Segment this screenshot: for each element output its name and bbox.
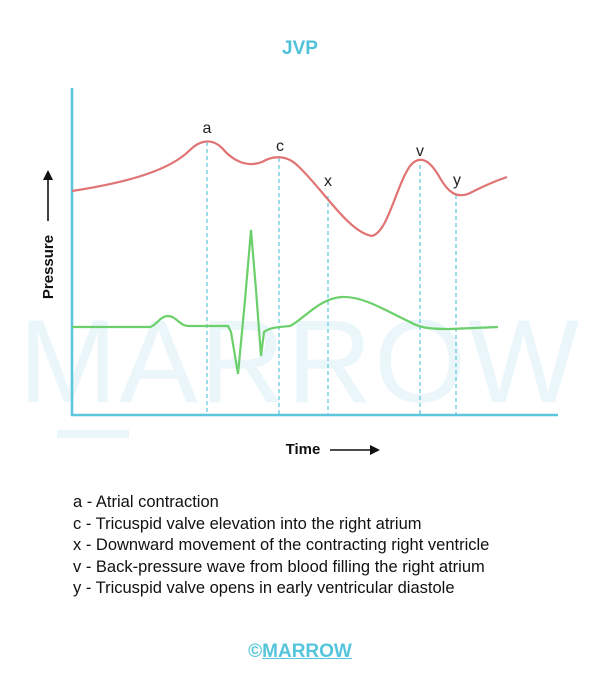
y-axis-label-group: Pressure bbox=[40, 170, 57, 299]
x-axis-label-group: Time bbox=[286, 441, 380, 458]
ecg-wave bbox=[72, 229, 499, 375]
watermark: MARROW bbox=[19, 296, 582, 428]
label-y: y bbox=[453, 172, 461, 189]
legend: a - Atrial contraction c - Tricuspid val… bbox=[73, 492, 489, 600]
copyright-icon: © bbox=[248, 641, 263, 662]
label-x: x bbox=[324, 173, 332, 190]
arrow-up-icon bbox=[43, 170, 53, 180]
footer-brand: ©MARROW bbox=[0, 641, 600, 663]
jvp-wave bbox=[71, 140, 508, 238]
label-v: v bbox=[416, 143, 424, 160]
legend-item-y: y - Tricuspid valve opens in early ventr… bbox=[73, 579, 455, 597]
arrow-right-icon bbox=[370, 445, 380, 455]
legend-item-c: c - Tricuspid valve elevation into the r… bbox=[73, 514, 422, 533]
label-a: a bbox=[203, 120, 212, 137]
y-axis-label: Pressure bbox=[40, 235, 57, 299]
diagram-title: JVP bbox=[282, 38, 318, 59]
watermark-bar bbox=[57, 430, 129, 438]
legend-item-v: v - Back-pressure wave from blood fillin… bbox=[73, 557, 485, 576]
point-labels: a c x v y bbox=[203, 120, 461, 190]
label-c: c bbox=[276, 138, 284, 155]
legend-item-x: x - Downward movement of the contracting… bbox=[73, 536, 490, 554]
event-markers bbox=[206, 142, 457, 414]
brand-name: MARROW bbox=[262, 641, 352, 662]
legend-item-a: a - Atrial contraction bbox=[73, 493, 219, 511]
x-axis-label: Time bbox=[286, 441, 321, 458]
